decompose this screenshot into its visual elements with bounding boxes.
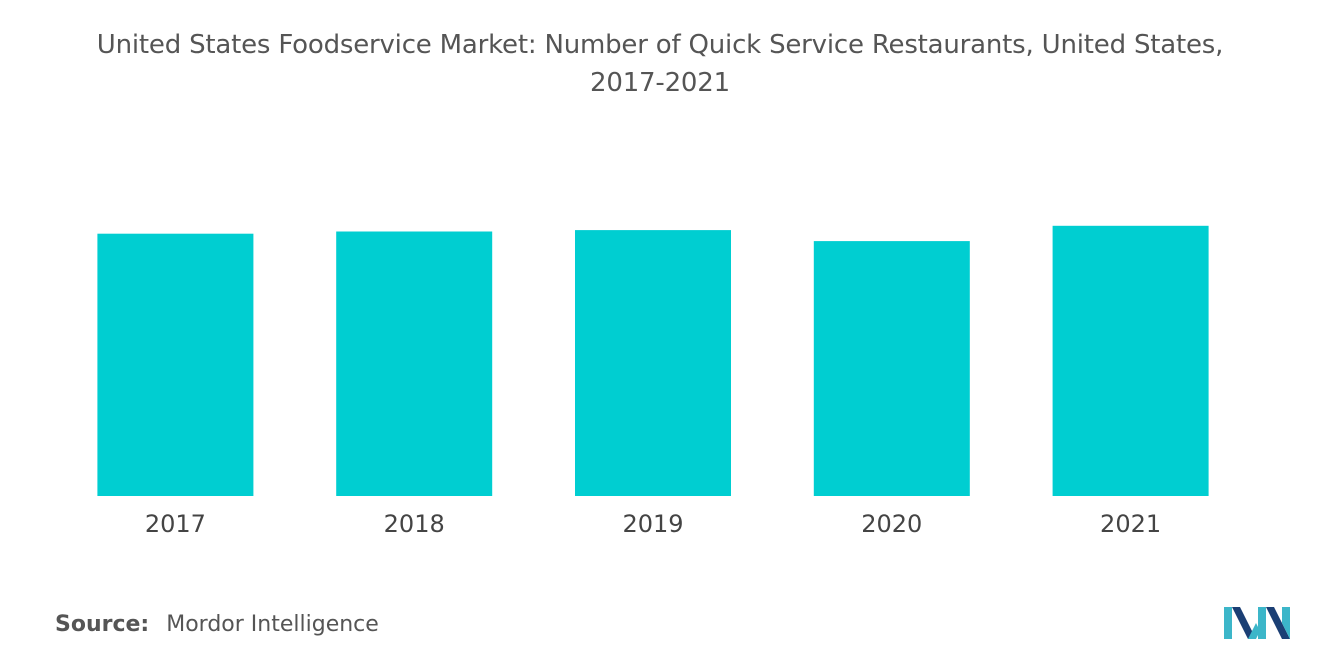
bar-2019 — [575, 230, 731, 496]
chart-title: United States Foodservice Market: Number… — [0, 26, 1320, 102]
x-tick-label-2020: 2020 — [861, 510, 922, 538]
x-tick-label-2017: 2017 — [145, 510, 206, 538]
mordor-intelligence-logo-icon — [1224, 607, 1290, 639]
bar-2020 — [813, 241, 970, 496]
x-tick-label-2021: 2021 — [1100, 510, 1161, 538]
chart-title-line-2: 2017-2021 — [590, 68, 730, 98]
source-note: Source: Mordor Intelligence — [55, 612, 379, 637]
x-tick-label-2018: 2018 — [384, 510, 445, 538]
bar-2017 — [97, 233, 254, 496]
chart-title-line-1: United States Foodservice Market: Number… — [96, 30, 1224, 60]
bar-2021 — [1052, 225, 1209, 497]
source-label: Source: — [55, 612, 150, 637]
x-tick-label-2019: 2019 — [622, 510, 683, 538]
source-value: Mordor Intelligence — [166, 612, 379, 637]
bar-2018 — [336, 231, 493, 496]
